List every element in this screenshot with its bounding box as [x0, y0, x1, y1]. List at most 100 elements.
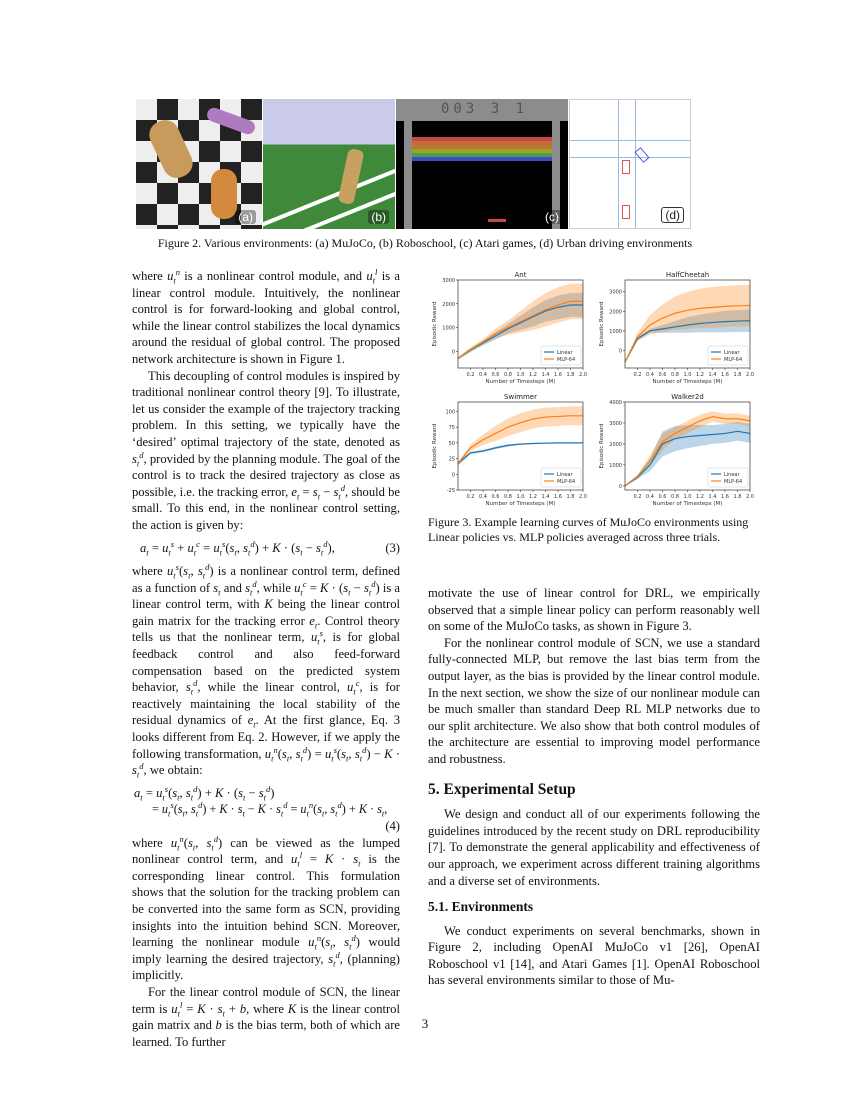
y-tick-label: 2000 [442, 302, 455, 308]
chart-ant: Ant 0.2 0.4 0.6 0.8 1.0 1.2 1.4 1.6 1.8 2.0 0 1000 20… [432, 271, 587, 385]
section-heading: 5. Experimental Setup [428, 780, 576, 798]
x-tick-label: 1.0 [684, 372, 692, 378]
y-tick-label: -25 [447, 488, 455, 494]
y-tick-label: 50 [449, 441, 455, 447]
x-tick-label: 1.6 [721, 494, 729, 500]
x-tick-label: 0.6 [659, 372, 667, 378]
legend-box [707, 345, 749, 366]
x-tick-label: 0.2 [634, 494, 642, 500]
figure-2-caption: Figure 2. Various environments: (a) MuJo… [157, 236, 693, 250]
chart-title: Walker2d [671, 393, 704, 401]
x-tick-label: 1.8 [567, 494, 575, 500]
panel-label: (c) [542, 210, 562, 224]
x-tick-label: 0.4 [646, 372, 654, 378]
paragraph: For the linear control module of SCN, th… [132, 984, 400, 1049]
series-band [625, 309, 750, 364]
x-axis-label: Number of Timesteps (M) [653, 501, 723, 507]
x-tick-label: 0.8 [671, 494, 679, 500]
series-band [625, 421, 750, 487]
chart-halfcheetah: HalfCheetah 0.2 0.4 0.6 0.8 1.0 1.2 1.4 1.6 1.8 2.… [599, 271, 754, 385]
x-tick-label: 1.2 [696, 494, 704, 500]
x-tick-label: 1.0 [517, 494, 525, 500]
x-tick-label: 0.6 [659, 494, 667, 500]
paragraph: This decoupling of control modules is in… [132, 368, 400, 532]
y-tick-label: 0 [452, 472, 455, 478]
chart-title: Swimmer [504, 393, 537, 401]
legend-entry: Linear [724, 350, 740, 356]
x-tick-label: 0.2 [634, 372, 642, 378]
paragraph: where utn(st, std) can be viewed as the … [132, 833, 401, 983]
paragraph: We design and conduct all of our experim… [428, 807, 760, 888]
figure-3-caption: Figure 3. Example learning curves of MuJ… [428, 515, 749, 544]
x-tick-label: 0.8 [504, 494, 512, 500]
x-tick-label: 1.4 [542, 494, 550, 500]
chart-title: Ant [515, 271, 527, 279]
x-tick-label: 0.2 [467, 372, 475, 378]
panel-label: (b) [368, 210, 389, 224]
x-tick-label: 1.6 [721, 372, 729, 378]
atari-image: 003 3 1 (c) [396, 99, 568, 229]
atari-score: 003 3 1 [441, 101, 529, 117]
paragraph: where utn is a nonlinear control module,… [132, 266, 400, 366]
x-tick-label: 0.4 [479, 494, 487, 500]
subsection-heading: 5.1. Environments [428, 899, 534, 915]
learning-curves: Ant 0.2 0.4 0.6 0.8 1.0 1.2 1.4 1.6 1.8 2.0 0 1000 20… [432, 271, 754, 507]
y-tick-label: 25 [449, 457, 455, 463]
chart-title: HalfCheetah [666, 271, 709, 279]
roboschool-image: (b) [263, 99, 395, 229]
x-tick-label: 0.6 [492, 494, 500, 500]
chart-swimmer: Swimmer 0.2 0.4 0.6 0.8 1.0 1.2 1.4 1.6 1.8 2.0 -25… [432, 393, 587, 507]
x-tick-label: 1.8 [734, 372, 742, 378]
mujoco-image: (a) [136, 99, 262, 229]
x-tick-label: 0.4 [646, 494, 654, 500]
x-tick-label: 1.4 [542, 372, 550, 378]
x-tick-label: 2.0 [746, 372, 754, 378]
series-line-linear [624, 320, 751, 363]
legend-entry: MLP-64 [557, 357, 575, 363]
y-axis-label: Episodic Reward [432, 302, 438, 347]
series-band [458, 406, 583, 466]
panel-label: (d) [661, 207, 684, 223]
left-column: where utn is a nonlinear control module,… [132, 268, 400, 1050]
series-line-linear [624, 430, 751, 487]
x-axis-label: Number of Timesteps (M) [486, 501, 556, 507]
legend-entry: Linear [724, 472, 740, 478]
y-tick-label: 0 [619, 484, 622, 490]
series-line-mlp-64 [624, 416, 751, 487]
figure-3-charts: Ant 0.2 0.4 0.6 0.8 1.0 1.2 1.4 1.6 1.8 2.0 0 1000 20… [420, 270, 770, 510]
y-tick-label: 0 [619, 348, 622, 354]
x-tick-label: 1.0 [517, 372, 525, 378]
x-tick-label: 0.6 [492, 372, 500, 378]
x-tick-label: 2.0 [746, 494, 754, 500]
figure-2-images: (a) (b) 003 3 1 (c) (d) [136, 99, 692, 229]
equation-number: (4) [385, 819, 400, 833]
y-tick-label: 0 [452, 349, 455, 355]
x-tick-label: 1.2 [529, 494, 537, 500]
legend-entry: MLP-64 [557, 479, 575, 485]
y-tick-label: 75 [449, 425, 455, 431]
x-tick-label: 1.4 [709, 372, 717, 378]
x-tick-label: 1.6 [554, 494, 562, 500]
x-tick-label: 2.0 [579, 372, 587, 378]
y-tick-label: 1000 [442, 326, 455, 332]
legend-box [540, 467, 582, 488]
urban-driving-image: (d) [569, 99, 691, 229]
y-tick-label: 3000 [609, 290, 622, 296]
chart-walker2d: Walker2d 0.2 0.4 0.6 0.8 1.0 1.2 1.4 1.6 1.8 2.0 0 1… [599, 393, 754, 507]
equation-4: at = uts(st, std) + K · (st − std) = uts… [134, 783, 400, 833]
legend-entry: Linear [557, 350, 573, 356]
x-tick-label: 2.0 [579, 494, 587, 500]
paragraph: where uts(st, std) is a nonlinear contro… [132, 561, 401, 780]
paragraph: motivate the use of linear control for D… [428, 586, 760, 634]
x-tick-label: 0.4 [479, 372, 487, 378]
y-tick-label: 2000 [609, 309, 622, 315]
series-line-mlp-64 [457, 415, 583, 464]
x-axis-label: Number of Timesteps (M) [653, 379, 723, 385]
page-number: 3 [421, 1016, 429, 1031]
equation-number: (3) [385, 540, 400, 555]
series-line-linear [457, 442, 583, 465]
equation-3: at = uts + utc = uts(st, std) + K · (st … [140, 538, 400, 558]
